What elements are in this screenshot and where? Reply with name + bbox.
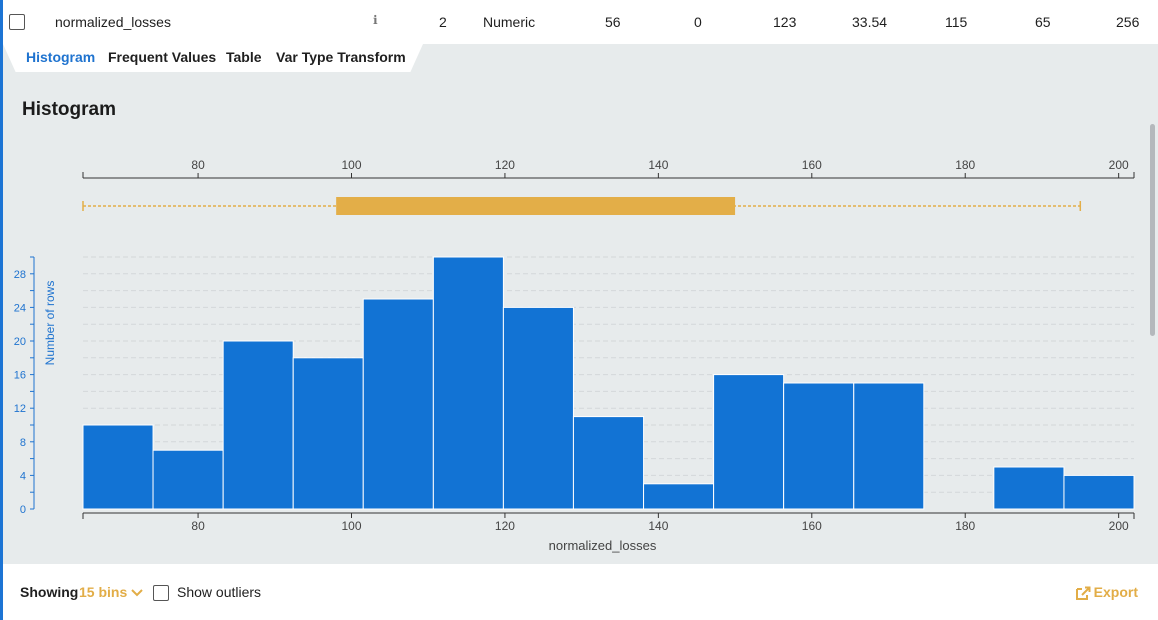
tab-histogram[interactable]: Histogram bbox=[26, 49, 96, 65]
boxplot-box bbox=[336, 197, 736, 215]
histogram-bar bbox=[713, 374, 785, 510]
y-axis-tick-label: 0 bbox=[20, 504, 26, 516]
export-label: Export bbox=[1093, 584, 1138, 600]
tab-var-type-transform[interactable]: Var Type Transform bbox=[276, 49, 406, 65]
top-axis-tick-label: 80 bbox=[191, 158, 205, 172]
histogram-bar bbox=[993, 466, 1065, 510]
section-title: Histogram bbox=[22, 99, 116, 120]
y-axis-tick-label: 24 bbox=[14, 302, 26, 314]
row-cell-median: 115 bbox=[945, 14, 968, 30]
row-cell-stddev: 33.54 bbox=[852, 14, 888, 30]
histogram-bar bbox=[1063, 474, 1135, 510]
histogram-bar bbox=[572, 416, 645, 510]
scrollbar-thumb[interactable] bbox=[1150, 124, 1155, 336]
tab-frequent-values[interactable]: Frequent Values bbox=[108, 49, 217, 65]
bins-label: 15 bins bbox=[79, 584, 128, 600]
histogram-bar bbox=[783, 382, 855, 510]
bottom-axis-tick-label: 140 bbox=[648, 519, 668, 533]
show-outliers-label: Show outliers bbox=[177, 584, 262, 600]
histogram-bar bbox=[82, 424, 154, 510]
y-axis-tick-label: 4 bbox=[20, 470, 26, 482]
info-icon[interactable]: ℹ bbox=[373, 13, 378, 27]
top-axis-tick-label: 180 bbox=[955, 158, 975, 172]
bins-dropdown[interactable]: 15 bins bbox=[79, 584, 143, 600]
field-name: normalized_losses bbox=[55, 14, 171, 30]
bottom-axis-tick-label: 180 bbox=[955, 519, 975, 533]
top-axis-tick-label: 120 bbox=[495, 158, 515, 172]
row-cell-type: Numeric bbox=[483, 14, 536, 30]
y-axis-tick-label: 12 bbox=[14, 403, 26, 415]
top-axis-tick-label: 200 bbox=[1109, 158, 1129, 172]
y-axis-tick-label: 16 bbox=[14, 370, 26, 382]
histogram-bar bbox=[152, 449, 224, 510]
row-cell-max: 256 bbox=[1116, 14, 1140, 30]
column-row[interactable]: normalized_losses ℹ 2 Numeric 56 0 123 3… bbox=[3, 0, 1158, 44]
export-button[interactable]: Export bbox=[1075, 584, 1138, 600]
histogram-chart: 80 100 120 140 160 180 200 0 4 8 12 16 20 24 28 80 100… bbox=[14, 158, 1135, 553]
histogram-bar bbox=[502, 306, 574, 510]
showing-label: Showing bbox=[20, 584, 79, 600]
row-cell-index: 2 bbox=[439, 14, 447, 30]
histogram-bar bbox=[853, 382, 925, 510]
bottom-axis-tick-label: 120 bbox=[495, 519, 515, 533]
row-checkbox[interactable] bbox=[9, 14, 25, 30]
tab-table[interactable]: Table bbox=[226, 49, 262, 65]
y-axis-tick-label: 8 bbox=[20, 437, 26, 449]
histogram-bar bbox=[362, 298, 434, 510]
y-axis-tick-label: 28 bbox=[14, 269, 26, 281]
tab-bar: Histogram Frequent Values Table Var Type… bbox=[3, 44, 423, 72]
bottom-axis-tick-label: 100 bbox=[341, 519, 361, 533]
export-icon bbox=[1075, 586, 1091, 600]
show-outliers-checkbox[interactable] bbox=[153, 585, 169, 601]
selection-accent-bar bbox=[0, 0, 3, 620]
histogram-bar bbox=[432, 256, 504, 510]
x-axis-label: normalized_losses bbox=[549, 538, 657, 553]
top-axis-tick-label: 160 bbox=[802, 158, 822, 172]
top-axis-tick-label: 140 bbox=[648, 158, 668, 172]
histogram-bar bbox=[222, 340, 294, 510]
chevron-down-icon bbox=[131, 584, 143, 600]
histogram-bar bbox=[292, 357, 364, 510]
footer-bar: Showing 15 bins Show outliers Export bbox=[3, 564, 1158, 620]
y-axis-tick-label: 20 bbox=[14, 336, 26, 348]
bottom-axis-tick-label: 80 bbox=[191, 519, 205, 533]
detail-panel: Histogram Frequent Values Table Var Type… bbox=[3, 44, 1158, 564]
histogram-bar bbox=[643, 483, 715, 510]
bottom-axis-tick-label: 160 bbox=[802, 519, 822, 533]
row-cell-min: 65 bbox=[1035, 14, 1051, 30]
row-cell-mean: 123 bbox=[773, 14, 797, 30]
bottom-axis-tick-label: 200 bbox=[1109, 519, 1129, 533]
row-cell-missing: 0 bbox=[694, 14, 702, 30]
y-axis-label: Number of rows bbox=[43, 281, 57, 366]
row-cell-count: 56 bbox=[605, 14, 621, 30]
top-axis-tick-label: 100 bbox=[341, 158, 361, 172]
